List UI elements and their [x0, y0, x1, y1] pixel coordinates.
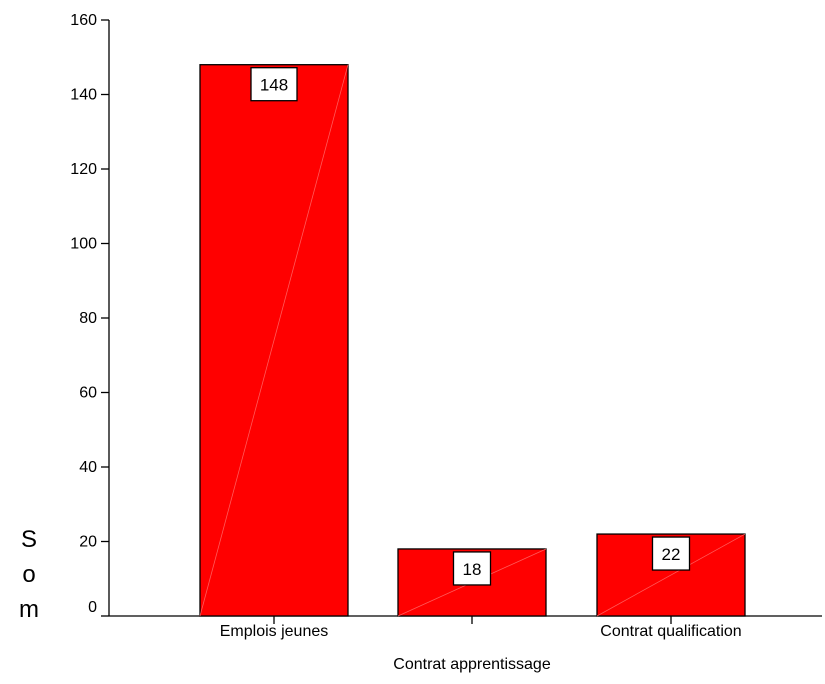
- y-tick-label: 40: [79, 459, 97, 476]
- x-tick-label: Contrat apprentissage: [393, 656, 551, 673]
- y-tick-label: 120: [70, 161, 97, 178]
- y-tick-label: 160: [70, 12, 97, 29]
- data-label: 22: [662, 545, 681, 564]
- x-tick-label: Emplois jeunes: [220, 623, 329, 640]
- bar-diagonal: [199, 64, 349, 617]
- x-tick-label: Contrat qualification: [600, 623, 741, 640]
- y-tick-label: 80: [79, 310, 97, 327]
- y-tick-label: 100: [70, 236, 97, 253]
- data-label-box: [651, 536, 691, 571]
- y-tick-label: 0: [88, 599, 97, 616]
- bar-diagonal: [596, 533, 746, 617]
- y-tick-label: 140: [70, 87, 97, 104]
- y-axis-label-char: S: [21, 526, 37, 553]
- data-label: 18: [463, 560, 482, 579]
- data-label-box: [250, 67, 298, 102]
- bars: [199, 64, 746, 617]
- axes: 0 20 40 60 80 100 120 140 160 Emplois jeunes Contr…: [70, 12, 822, 673]
- y-axis-label: Som: [19, 526, 39, 623]
- data-label-box: [452, 551, 492, 586]
- y-tick-label: 60: [79, 385, 97, 402]
- y-axis-label-char: o: [22, 561, 35, 588]
- data-label: 148: [260, 76, 288, 95]
- y-tick-label: 20: [79, 534, 97, 551]
- data-labels: 148 18 22: [250, 67, 691, 586]
- y-axis-label-char: m: [19, 596, 39, 623]
